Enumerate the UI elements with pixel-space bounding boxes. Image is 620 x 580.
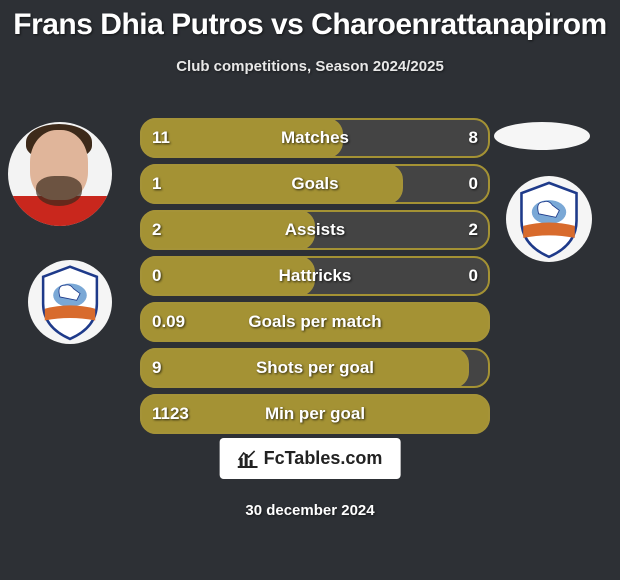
crest-svg	[28, 260, 112, 344]
stat-row: Goals per match0.09	[140, 302, 490, 342]
stat-row: Matches118	[140, 118, 490, 158]
player-left-avatar	[8, 122, 112, 226]
stat-row: Shots per goal9	[140, 348, 490, 388]
club-crest-right	[506, 176, 592, 262]
stat-row-fill	[140, 394, 490, 434]
stat-row: Min per goal1123	[140, 394, 490, 434]
stat-row-fill	[140, 118, 343, 158]
player-right-avatar	[494, 122, 590, 150]
stat-row: Hattricks00	[140, 256, 490, 296]
branding-badge: FcTables.com	[220, 438, 401, 479]
branding-text: FcTables.com	[264, 448, 383, 469]
stat-row-fill	[140, 348, 469, 388]
crest-svg	[506, 176, 592, 262]
stat-row: Goals10	[140, 164, 490, 204]
page-subtitle: Club competitions, Season 2024/2025	[0, 58, 620, 75]
stat-row-fill	[140, 256, 315, 296]
stat-rows: Matches118 Goals10 Assists22 Hattricks00 Goa…	[140, 118, 490, 440]
stat-row-fill	[140, 302, 490, 342]
stat-row-fill	[140, 210, 315, 250]
page-title: Frans Dhia Putros vs Charoenrattanapirom	[0, 0, 620, 42]
stat-row-fill	[140, 164, 403, 204]
date-label: 30 december 2024	[0, 502, 620, 519]
club-crest-left	[28, 260, 112, 344]
stat-row: Assists22	[140, 210, 490, 250]
person-silhouette	[8, 122, 112, 226]
bar-chart-icon	[238, 450, 258, 468]
